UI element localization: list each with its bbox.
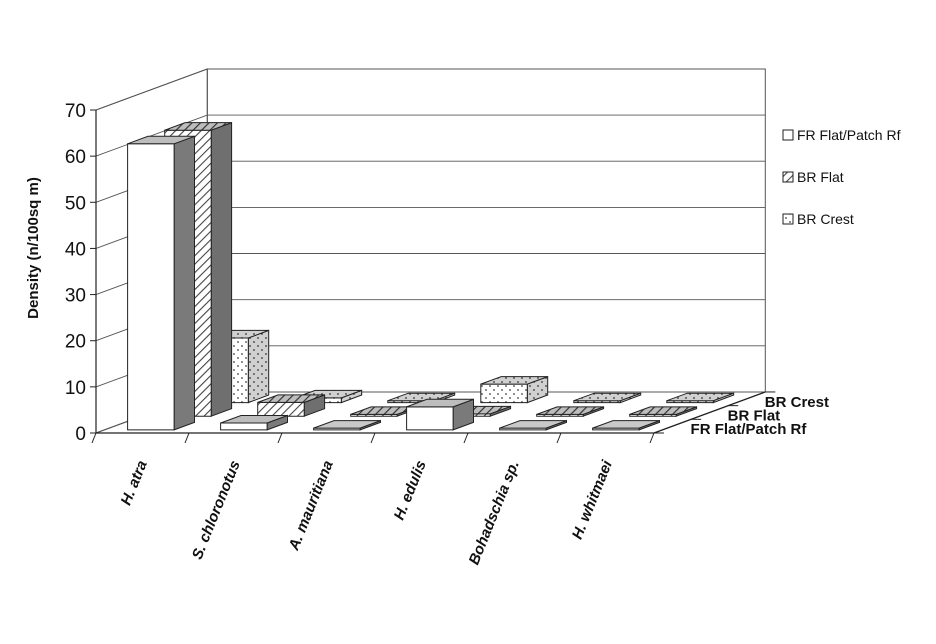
y-tick-label: 20 (65, 332, 86, 353)
category-label: H. whitmaei (569, 457, 616, 541)
bar-front (480, 383, 528, 404)
bar-top (629, 406, 697, 415)
bar-top (573, 392, 641, 402)
y-tick-label: 50 (65, 193, 86, 214)
x-tick-mark (370, 432, 376, 444)
bar-top (666, 392, 734, 402)
x-tick-mark (556, 432, 562, 444)
depth-axis-line (653, 391, 766, 434)
depth-label: BR Crest (765, 394, 829, 411)
x-tick-mark (184, 432, 190, 444)
depth-label: BR Flat (728, 407, 781, 424)
bar-top (592, 420, 660, 429)
y-tick-label: 60 (65, 147, 86, 168)
bar (127, 135, 195, 431)
legend-swatch (782, 213, 794, 225)
bar-top (480, 376, 548, 385)
x-tick-mark (649, 432, 655, 444)
depth-label: FR Flat/Patch Rf (691, 421, 808, 438)
back-wall-face (206, 68, 766, 393)
bar (536, 406, 605, 417)
bar-front (127, 143, 175, 431)
bar-top (220, 415, 288, 424)
bar-top (536, 406, 604, 415)
x-tick-mark (463, 432, 469, 444)
bar (666, 392, 735, 404)
bar-top (257, 394, 325, 403)
bar (406, 398, 474, 431)
legend: FR Flat/Patch Rf BR Flat BR Crest (782, 127, 901, 227)
bar (387, 392, 456, 404)
category-labels: H. atra S. chloronotus A. mauritiana H. edu… (118, 457, 617, 567)
axes (91, 110, 776, 444)
bar-top (499, 420, 567, 429)
x-tick-mark (91, 432, 97, 444)
legend-entry: BR Flat (797, 169, 844, 185)
legend-swatch (782, 171, 794, 183)
gridline (95, 68, 766, 111)
bar (480, 375, 549, 404)
bar (499, 419, 567, 431)
y-tick-label: 0 (75, 424, 86, 445)
category-label: A. mauritiana (285, 458, 337, 553)
bar (573, 392, 642, 404)
bars (127, 121, 735, 431)
bar-side (247, 329, 270, 404)
y-tick-label: 10 (65, 378, 86, 399)
y-tick-label: 30 (65, 286, 86, 307)
y-tick-labels: 0 10 20 30 40 50 60 70 (65, 101, 96, 445)
bar-side (173, 135, 195, 431)
bar (313, 419, 381, 431)
y-axis-label: Density (n/100sq m) (25, 177, 42, 319)
bar-top (127, 135, 195, 145)
bar (592, 419, 660, 431)
bar-top (313, 420, 381, 429)
legend-swatch (782, 129, 794, 141)
legend-entry: FR Flat/Patch Rf (797, 127, 901, 143)
category-label: H. edulis (391, 458, 430, 522)
bar-front (406, 406, 454, 431)
legend-entry: BR Crest (797, 211, 854, 227)
category-label: S. chloronotus (189, 458, 244, 562)
x-tick-mark (277, 432, 283, 444)
bar (257, 394, 326, 417)
bar (629, 406, 698, 417)
bar-top (164, 122, 232, 131)
y-tick-label: 40 (65, 239, 86, 260)
category-label: H. atra (118, 458, 151, 508)
bar (220, 414, 288, 431)
bar-front (220, 422, 268, 431)
bar-side (210, 121, 233, 417)
bar-front (257, 401, 305, 417)
category-label: Bohadschia sp. (466, 458, 523, 567)
y-tick-label: 70 (65, 101, 86, 122)
bar-top (406, 398, 474, 408)
